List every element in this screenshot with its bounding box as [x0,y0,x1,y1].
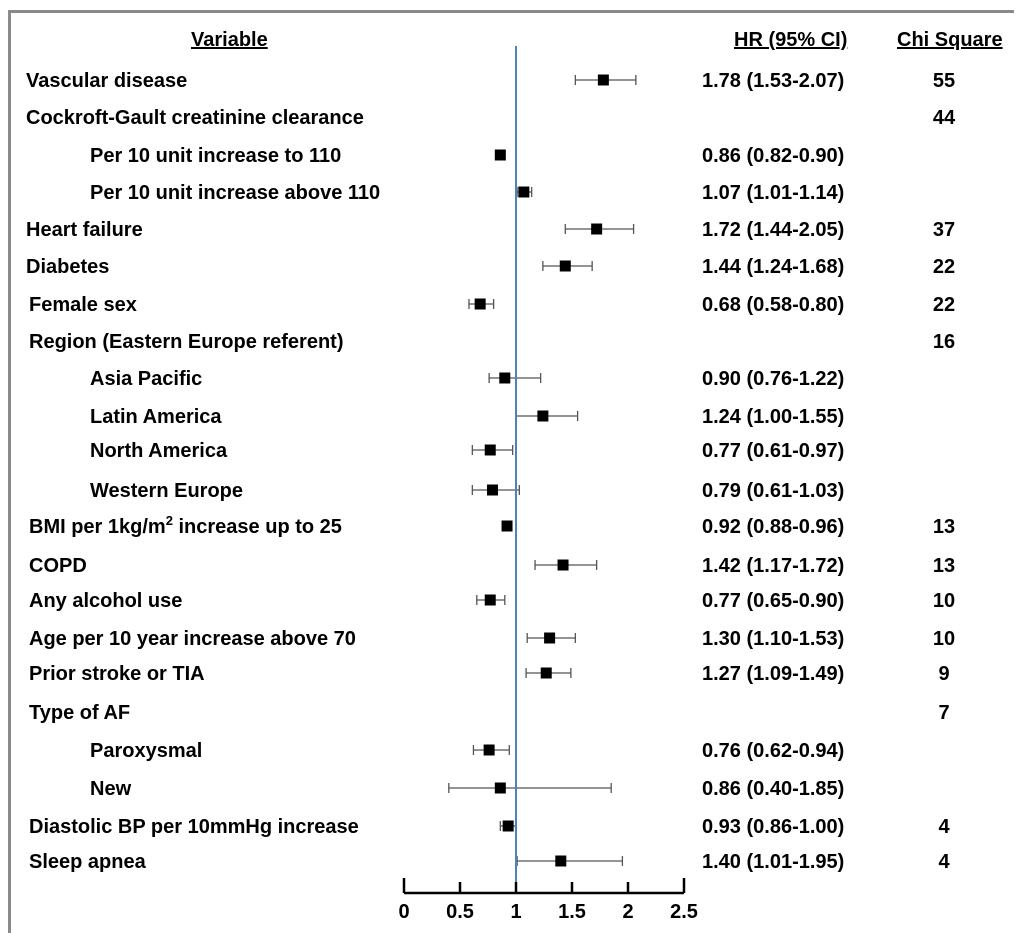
row-hr-10: 1.24 (1.00-1.55) [702,406,844,428]
row-label-22: Sleep apnea [29,851,147,873]
row-label-2: Cockroft-Gault creatinine clearance [26,107,364,129]
hr-point-6 [559,260,571,272]
row-hr-17: 1.27 (1.09-1.49) [702,663,844,685]
row-label-10: Latin America [90,406,222,428]
x-tick-label-4: 1.5 [558,901,586,923]
row-chi-18: 7 [938,702,949,724]
row-chi-8: 16 [933,331,955,353]
header-variable: Variable [191,29,268,51]
x-tick-label-2: 0.5 [446,901,474,923]
hr-point-10 [537,410,549,422]
row-label-3: Per 10 unit increase to 110 [90,145,341,167]
row-chi-22: 4 [938,851,950,873]
row-chi-2: 44 [933,107,956,129]
row-hr-11: 0.77 (0.61-0.97) [702,440,844,462]
row-chi-5: 37 [933,219,955,241]
figure-frame [8,10,1014,933]
row-label-tail-13: increase up to 25 [173,516,342,538]
hr-point-11 [484,444,496,456]
row-label-19: Paroxysmal [90,740,202,762]
row-hr-19: 0.76 (0.62-0.94) [702,740,844,762]
row-hr-13: 0.92 (0.88-0.96) [702,516,844,538]
row-label-4: Per 10 unit increase above 110 [90,182,380,204]
row-label-14: COPD [29,555,87,577]
row-chi-16: 10 [933,628,955,650]
row-label-18: Type of AF [29,702,130,724]
hr-point-3 [494,149,506,161]
row-label-8: Region (Eastern Europe referent) [29,331,344,353]
row-chi-14: 13 [933,555,955,577]
hr-point-4 [518,186,530,198]
row-label-11: North America [90,440,228,462]
row-label-6: Diabetes [26,256,109,278]
row-chi-1: 55 [933,70,955,92]
hr-point-5 [591,223,603,235]
hr-point-17 [540,667,552,679]
row-hr-9: 0.90 (0.76-1.22) [702,368,844,390]
row-chi-17: 9 [938,663,949,685]
hr-point-15 [484,594,496,606]
row-chi-6: 22 [933,256,955,278]
row-hr-20: 0.86 (0.40-1.85) [702,778,844,800]
row-hr-4: 1.07 (1.01-1.14) [702,182,844,204]
row-hr-21: 0.93 (0.86-1.00) [702,816,844,838]
x-tick-label-3: 1 [510,901,521,923]
hr-point-12 [486,484,498,496]
row-chi-15: 10 [933,590,955,612]
hr-point-19 [483,744,495,756]
row-label-21: Diastolic BP per 10mmHg increase [29,816,359,838]
row-label-9: Asia Pacific [90,368,202,390]
hr-point-21 [502,820,514,832]
hr-point-22 [555,855,567,867]
x-tick-label-5: 2 [622,901,633,923]
row-hr-16: 1.30 (1.10-1.53) [702,628,844,650]
hr-point-14 [557,559,569,571]
hr-point-9 [499,372,511,384]
hr-point-20 [494,782,506,794]
row-label-15: Any alcohol use [29,590,182,612]
row-label-12: Western Europe [90,480,243,502]
row-hr-6: 1.44 (1.24-1.68) [702,256,844,278]
row-label-1: Vascular disease [26,70,187,92]
row-chi-7: 22 [933,294,955,316]
row-hr-3: 0.86 (0.82-0.90) [702,145,844,167]
row-label-20: New [90,778,132,800]
row-label-7: Female sex [29,294,137,316]
row-chi-13: 13 [933,516,955,538]
hr-point-13 [501,520,513,532]
x-tick-label-1: 0 [398,901,409,923]
row-hr-1: 1.78 (1.53-2.07) [702,70,844,92]
row-hr-14: 1.42 (1.17-1.72) [702,555,844,577]
hr-point-7 [474,298,486,310]
row-chi-21: 4 [938,816,950,838]
row-hr-5: 1.72 (1.44-2.05) [702,219,844,241]
row-hr-15: 0.77 (0.65-0.90) [702,590,844,612]
row-label-16: Age per 10 year increase above 70 [29,628,356,650]
row-hr-12: 0.79 (0.61-1.03) [702,480,844,502]
x-tick-label-6: 2.5 [670,901,698,923]
row-label-superscript-13: 2 [166,513,173,528]
hr-point-1 [597,74,609,86]
header-chi-square: Chi Square [897,29,1003,51]
row-label-17: Prior stroke or TIA [29,663,205,685]
row-label-5: Heart failure [26,219,143,241]
row-hr-22: 1.40 (1.01-1.95) [702,851,844,873]
row-hr-7: 0.68 (0.58-0.80) [702,294,844,316]
row-label-13: BMI per 1kg/m2 increase up to 25 [29,513,342,538]
header-hr-ci: HR (95% CI) [734,29,848,51]
hr-point-16 [544,632,556,644]
